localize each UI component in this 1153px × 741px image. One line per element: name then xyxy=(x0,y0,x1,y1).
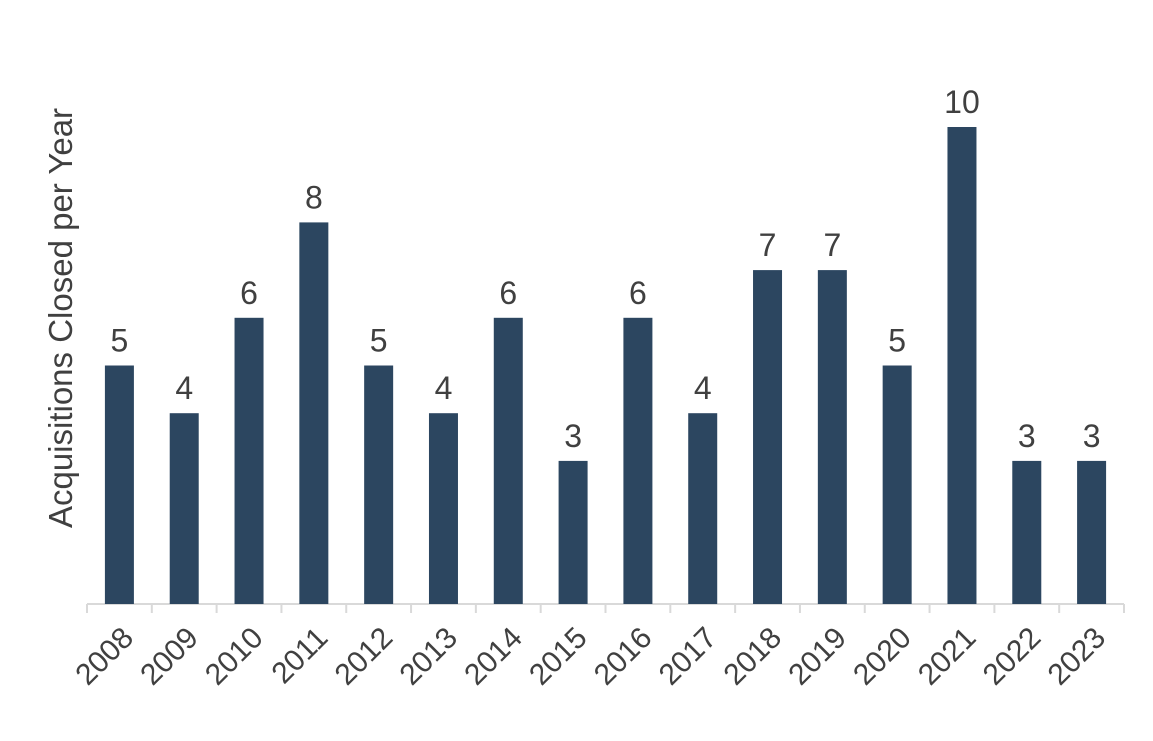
data-label: 4 xyxy=(694,370,712,406)
data-label: 7 xyxy=(759,227,777,263)
data-label: 8 xyxy=(305,179,323,215)
bar xyxy=(493,317,523,604)
bar xyxy=(753,270,783,604)
bar xyxy=(169,413,199,604)
bar xyxy=(364,365,394,604)
data-label: 7 xyxy=(823,227,841,263)
data-label: 3 xyxy=(1018,418,1036,454)
bar xyxy=(817,270,847,604)
data-label: 6 xyxy=(499,275,517,311)
x-tick-label: 2012 xyxy=(329,621,400,692)
bar xyxy=(1012,460,1042,604)
x-tick-label: 2011 xyxy=(265,621,334,690)
data-label: 6 xyxy=(240,275,258,311)
data-label: 5 xyxy=(111,323,129,359)
x-tick-label: 2022 xyxy=(977,621,1048,692)
x-tick-label: 2015 xyxy=(523,621,594,692)
x-tick-label: 2010 xyxy=(199,621,270,692)
bar xyxy=(299,222,329,604)
x-tick-label: 2018 xyxy=(718,621,789,692)
data-label: 4 xyxy=(435,370,453,406)
x-tick-label: 2019 xyxy=(782,621,853,692)
x-tick-label: 2014 xyxy=(458,621,529,692)
x-tick-label: 2023 xyxy=(1042,621,1113,692)
data-label: 10 xyxy=(944,84,980,120)
bar xyxy=(688,413,718,604)
data-label: 4 xyxy=(175,370,193,406)
x-tick-label: 2016 xyxy=(588,621,659,692)
x-tick-label: 2020 xyxy=(847,621,918,692)
data-label: 6 xyxy=(629,275,647,311)
bar xyxy=(428,413,458,604)
x-tick-label: 2013 xyxy=(393,621,464,692)
data-label: 3 xyxy=(564,418,582,454)
data-label: 3 xyxy=(1083,418,1101,454)
bar xyxy=(104,365,134,604)
x-tick-label: 2009 xyxy=(134,621,205,692)
data-label: 5 xyxy=(888,323,906,359)
bar xyxy=(882,365,912,604)
bar xyxy=(234,317,264,604)
bar xyxy=(623,317,653,604)
data-label: 5 xyxy=(370,323,388,359)
bar xyxy=(558,460,588,604)
bar xyxy=(1077,460,1107,604)
y-axis-label: Acquisitions Closed per Year xyxy=(42,108,79,528)
x-tick-label: 2008 xyxy=(69,621,140,692)
x-tick-label: 2021 xyxy=(912,621,983,692)
x-tick-label: 2017 xyxy=(653,621,724,692)
bar xyxy=(947,127,977,604)
